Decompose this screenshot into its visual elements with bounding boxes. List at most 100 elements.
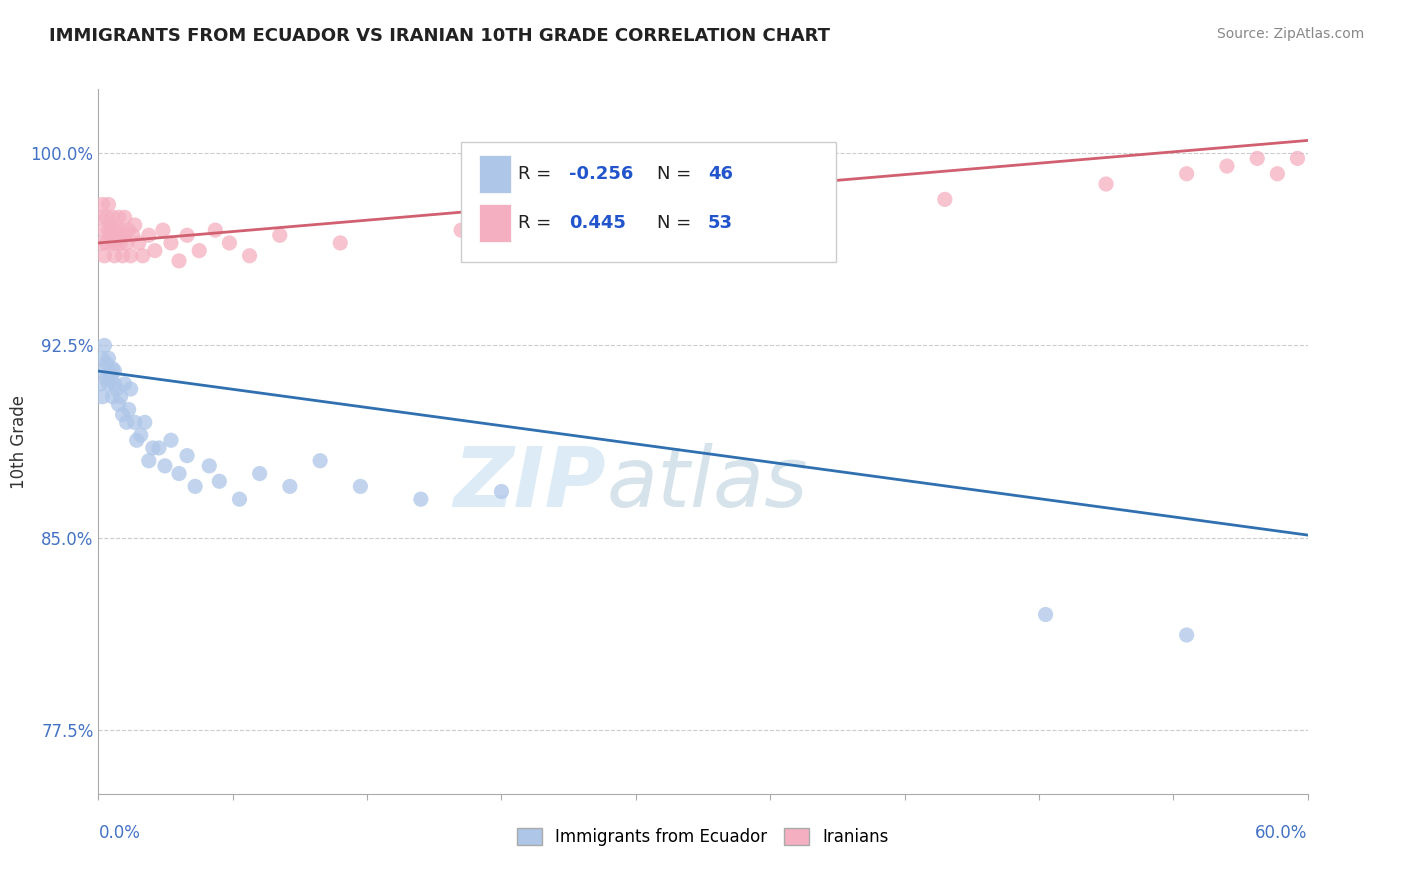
Point xyxy=(160,434,183,448)
Point xyxy=(409,492,432,507)
Point xyxy=(208,475,231,489)
Point xyxy=(184,479,207,493)
Point xyxy=(101,361,124,376)
Point xyxy=(125,434,148,448)
Point xyxy=(278,479,301,493)
Point xyxy=(111,249,134,263)
Point xyxy=(89,376,111,391)
Point xyxy=(1267,167,1289,181)
Point xyxy=(138,454,160,468)
Point xyxy=(118,223,141,237)
Point xyxy=(167,467,190,481)
Text: atlas: atlas xyxy=(606,443,808,524)
FancyBboxPatch shape xyxy=(461,142,837,262)
Text: ZIP: ZIP xyxy=(454,443,606,524)
Point xyxy=(91,351,114,366)
Point xyxy=(124,218,146,232)
Point xyxy=(97,197,120,211)
Point xyxy=(1175,628,1198,642)
Point xyxy=(101,235,124,250)
Point xyxy=(118,402,141,417)
Text: N =: N = xyxy=(657,165,697,183)
Point xyxy=(228,492,250,507)
Point xyxy=(107,211,129,225)
Point xyxy=(103,249,125,263)
Point xyxy=(450,223,472,237)
Point xyxy=(134,415,156,429)
Point xyxy=(129,428,152,442)
Text: R =: R = xyxy=(517,214,557,232)
Point xyxy=(934,193,956,207)
Point xyxy=(160,235,183,250)
Point xyxy=(218,235,240,250)
Point xyxy=(93,338,115,352)
Point xyxy=(91,235,114,250)
Point xyxy=(148,441,170,455)
Legend: Immigrants from Ecuador, Iranians: Immigrants from Ecuador, Iranians xyxy=(510,821,896,853)
Text: 0.0%: 0.0% xyxy=(98,824,141,842)
Point xyxy=(1175,167,1198,181)
Point xyxy=(96,356,118,370)
Point xyxy=(120,249,142,263)
Point xyxy=(124,415,146,429)
Point xyxy=(114,211,136,225)
Text: IMMIGRANTS FROM ECUADOR VS IRANIAN 10TH GRADE CORRELATION CHART: IMMIGRANTS FROM ECUADOR VS IRANIAN 10TH … xyxy=(49,27,830,45)
Point xyxy=(93,249,115,263)
Point xyxy=(651,211,673,225)
Point xyxy=(91,390,114,404)
Point xyxy=(97,376,120,391)
Point xyxy=(309,454,332,468)
Point xyxy=(100,228,122,243)
Text: 53: 53 xyxy=(707,214,733,232)
Point xyxy=(176,228,198,243)
Point xyxy=(115,235,138,250)
Point xyxy=(114,228,136,243)
Point xyxy=(142,441,165,455)
Point xyxy=(96,211,118,225)
Point xyxy=(188,244,211,258)
Point xyxy=(103,364,125,378)
Point xyxy=(138,228,160,243)
Point xyxy=(239,249,262,263)
Point xyxy=(89,211,111,225)
Point xyxy=(329,235,352,250)
Text: 60.0%: 60.0% xyxy=(1256,824,1308,842)
Point xyxy=(269,228,291,243)
Point xyxy=(93,223,115,237)
Point xyxy=(101,390,124,404)
Text: -0.256: -0.256 xyxy=(569,165,633,183)
Point xyxy=(1246,152,1268,166)
Point xyxy=(101,211,124,225)
Point xyxy=(103,376,125,391)
Point xyxy=(100,218,122,232)
Text: N =: N = xyxy=(657,214,697,232)
Point xyxy=(121,228,143,243)
Point xyxy=(793,202,815,217)
Point xyxy=(115,415,138,429)
Point xyxy=(153,458,176,473)
FancyBboxPatch shape xyxy=(479,154,510,193)
Text: R =: R = xyxy=(517,165,557,183)
Point xyxy=(96,372,118,386)
Point xyxy=(105,235,128,250)
Point xyxy=(93,364,115,378)
Point xyxy=(204,223,226,237)
Point xyxy=(349,479,371,493)
Point xyxy=(105,382,128,396)
Point xyxy=(105,223,128,237)
Point xyxy=(110,390,132,404)
Point xyxy=(107,228,129,243)
Point xyxy=(128,235,150,250)
Point xyxy=(110,223,132,237)
Point xyxy=(97,223,120,237)
Point xyxy=(91,197,114,211)
Point xyxy=(249,467,271,481)
Point xyxy=(176,449,198,463)
Text: 0.445: 0.445 xyxy=(569,214,626,232)
Point xyxy=(143,244,166,258)
Y-axis label: 10th Grade: 10th Grade xyxy=(10,394,28,489)
Point xyxy=(110,235,132,250)
Point xyxy=(107,397,129,411)
Point xyxy=(114,376,136,391)
Point xyxy=(120,382,142,396)
